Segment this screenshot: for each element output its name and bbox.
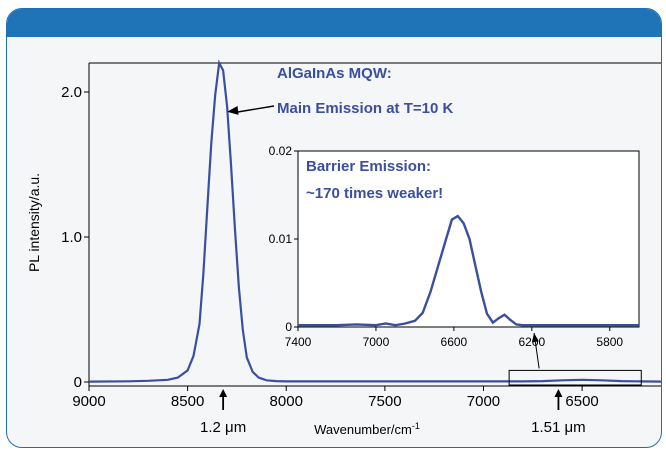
- peak-pointer-arrow: [233, 105, 275, 114]
- barrier-region-box: [508, 369, 642, 386]
- main-x-tick-label: 7000: [467, 393, 500, 410]
- figure-card: 9000 8500 8000 7500 7000 6500 0 1.0 2.0 7400 7000…: [6, 8, 662, 448]
- annotation-main-emission: Main Emission at T=10 K: [277, 100, 453, 117]
- annotation-algainas-mqw: AlGaInAs MQW:: [277, 65, 392, 82]
- marker-arrowhead-1-2um: [219, 389, 228, 397]
- inset-x-tick-label: 7400: [285, 335, 312, 349]
- header-banner: [7, 9, 661, 37]
- main-y-tick-label: 1.0: [61, 229, 82, 246]
- main-ticks: 9000 8500 8000 7500 7000 6500 0 1.0 2.0: [61, 84, 599, 410]
- inset-y-tick-label: 0: [285, 320, 292, 334]
- pl-spectrum-chart: 9000 8500 8000 7500 7000 6500 0 1.0 2.0 7400 7000…: [26, 59, 661, 437]
- inset-annotation-weaker: ~170 times weaker!: [306, 185, 443, 202]
- inset-ticks: 7400 7000 6600 6200 5800 0 0.01 0.02: [269, 144, 624, 349]
- label-1-51um: 1.51 μm: [531, 419, 586, 436]
- inset-y-tick-label: 0.02: [269, 144, 293, 158]
- main-x-tick-label: 6500: [565, 393, 598, 410]
- main-x-tick-label: 8500: [171, 393, 204, 410]
- inset-x-tick-label: 5800: [596, 335, 623, 349]
- main-x-tick-label: 8000: [270, 393, 303, 410]
- main-y-tick-label: 0: [74, 374, 82, 391]
- inset-x-tick-label: 7000: [363, 335, 390, 349]
- peak-pointer-arrowhead: [227, 105, 239, 115]
- box-to-inset-arrowhead: [531, 333, 539, 343]
- main-x-tick-label: 7500: [368, 393, 401, 410]
- x-axis-label-text: Wavenumber/cm: [314, 422, 412, 437]
- inset-spectrum-line: [298, 214, 639, 327]
- main-x-tick-label: 9000: [72, 393, 105, 410]
- main-y-tick-label: 2.0: [61, 84, 82, 101]
- inset-x-tick-label: 6600: [441, 335, 468, 349]
- main-spectrum-line: [88, 59, 661, 383]
- inset-y-tick-label: 0.01: [269, 232, 293, 246]
- y-axis-label: PL intensity/a.u.: [26, 173, 42, 272]
- inset-annotation-barrier: Barrier Emission:: [306, 158, 431, 175]
- label-1-2um: 1.2 μm: [200, 419, 246, 436]
- inset-x-tick-label: 6200: [518, 335, 545, 349]
- main-axes: [88, 62, 661, 387]
- x-axis-label: Wavenumber/cm-1: [314, 421, 420, 437]
- x-axis-label-exponent: -1: [412, 421, 420, 431]
- inset-panel: 7400 7000 6600 6200 5800 0 0.01 0.02 Barrier Em…: [269, 144, 640, 349]
- marker-arrowhead-1-51um: [554, 389, 563, 397]
